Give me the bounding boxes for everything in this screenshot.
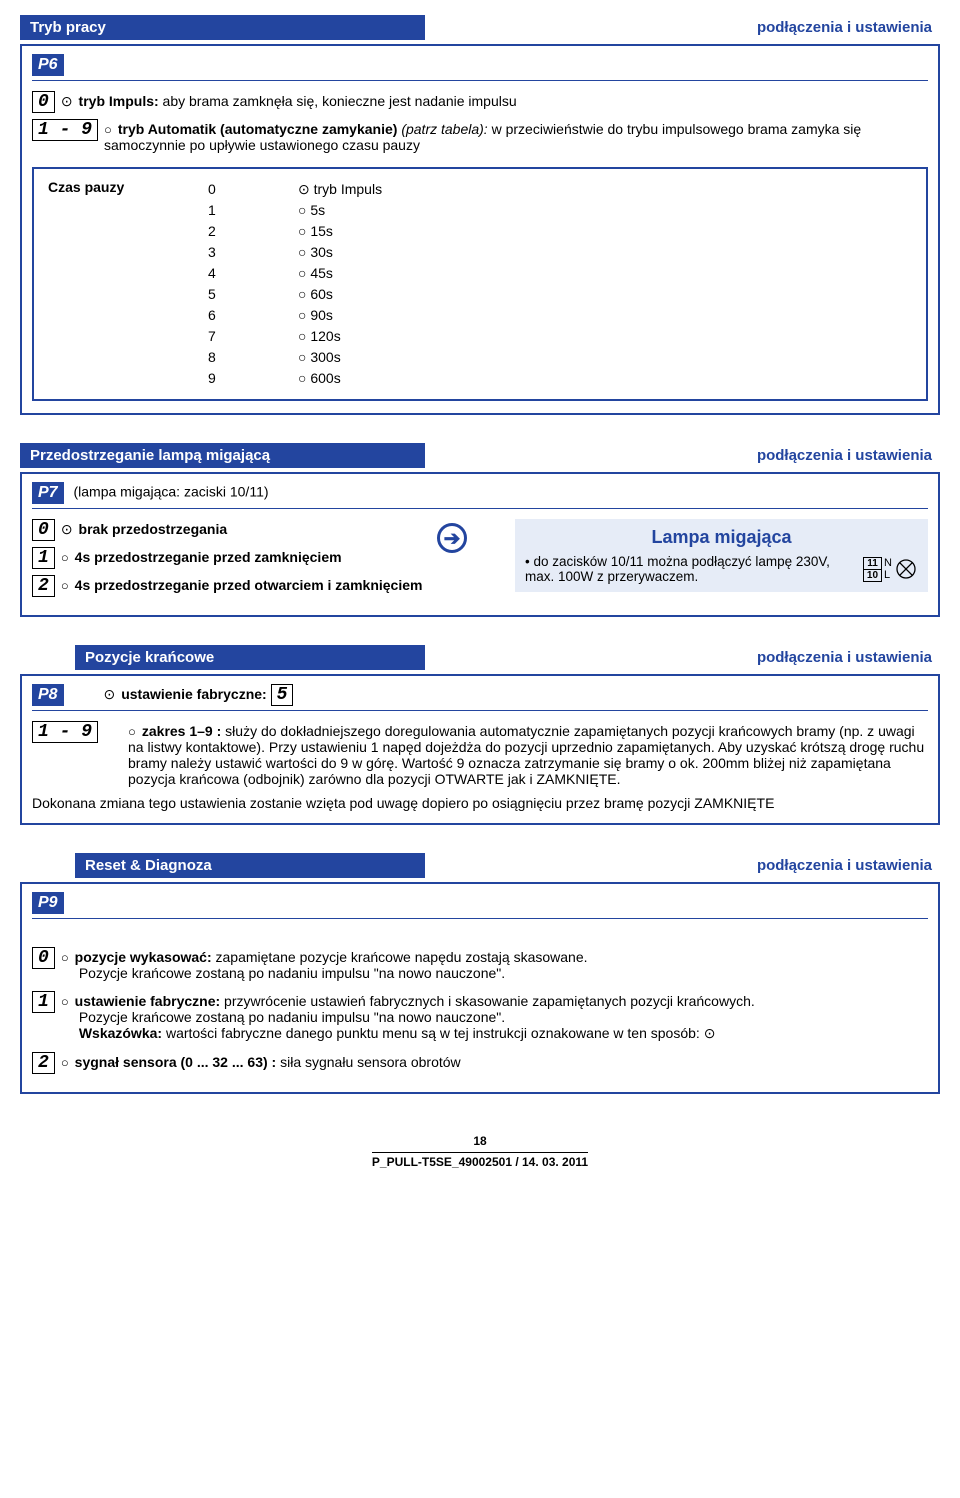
- terminal-n: N: [884, 557, 892, 569]
- p6-opt1-italic: (patrz tabela):: [397, 121, 487, 137]
- p9-opt0-text: zapamiętane pozycje krańcowe napędu zost…: [212, 949, 588, 965]
- p9-opt1-line2: Pozycje krańcowe zostaną po nadaniu impu…: [79, 1009, 928, 1025]
- pause-value: ○ 45s: [298, 263, 912, 284]
- p9-option-1: 1 ustawienie fabryczne: przywrócenie ust…: [32, 991, 928, 1042]
- p7-opt1: 4s przedostrzeganie przed zamknięciem: [75, 549, 342, 565]
- pause-code: 3: [208, 242, 298, 263]
- pause-code: 0: [208, 179, 298, 200]
- pause-values-col: ⊙ tryb Impuls○ 5s○ 15s○ 30s○ 45s○ 60s○ 9…: [298, 179, 912, 389]
- p7-option-2: 2 4s przedostrzeganie przed otwarciem i …: [32, 575, 445, 597]
- lampa-info-panel: Lampa migająca • do zacisków 10/11 można…: [515, 519, 928, 592]
- pause-code: 6: [208, 305, 298, 326]
- p7-option-1: 1 4s przedostrzeganie przed zamknięciem: [32, 547, 445, 569]
- p9-opt0-bold: pozycje wykasować:: [75, 949, 212, 965]
- pause-value: ○ 30s: [298, 242, 912, 263]
- section-subtitle: podłączenia i ustawienia: [425, 853, 940, 878]
- section-subtitle: podłączenia i ustawienia: [425, 15, 940, 40]
- p9-hint: wartości fabryczne danego punktu menu są…: [162, 1025, 715, 1041]
- terminal-diagram: 11 10: [863, 557, 882, 582]
- p6-opt0-text: aby brama zamknęła się, konieczne jest n…: [159, 93, 517, 109]
- p7-opt2: 4s przedostrzeganie przed otwarciem i za…: [75, 577, 423, 593]
- section-subtitle: podłączenia i ustawienia: [425, 443, 940, 468]
- lamp-icon: [894, 557, 918, 581]
- info-title: Lampa migająca: [525, 527, 918, 548]
- pause-time-table: Czas pauzy 0123456789 ⊙ tryb Impuls○ 5s○…: [32, 167, 928, 401]
- p7-opt0: brak przedostrzegania: [79, 521, 228, 537]
- range-text: służy do dokładniejszego doregulowania a…: [128, 723, 924, 787]
- pause-code: 5: [208, 284, 298, 305]
- section-p9-box: P9 0 pozycje wykasować: zapamiętane pozy…: [20, 882, 940, 1094]
- p9-opt2-bold: sygnał sensora (0 ... 32 ... 63) :: [75, 1054, 277, 1070]
- p6-opt0-bold: tryb Impuls:: [79, 93, 159, 109]
- lcd-2: 2: [32, 1052, 55, 1074]
- arrow-right-icon: ➔: [437, 523, 467, 553]
- section-header-pozycje: Pozycje krańcowe podłączenia i ustawieni…: [75, 645, 940, 670]
- section-title: Reset & Diagnoza: [75, 853, 425, 878]
- pause-code: 4: [208, 263, 298, 284]
- p7-code: P7: [32, 482, 64, 504]
- pause-codes-col: 0123456789: [208, 179, 298, 389]
- lcd-1: 1: [32, 547, 55, 569]
- pause-code: 9: [208, 368, 298, 389]
- terminal-l: L: [884, 569, 892, 581]
- section-subtitle: podłączenia i ustawienia: [425, 645, 940, 670]
- p8-range: 1 - 9 zakres 1–9 : służy do dokładniejsz…: [32, 721, 928, 787]
- p6-option-1-9: 1 - 9 tryb Automatik (automatyczne zamyk…: [32, 119, 928, 153]
- p9-opt1-text: przywrócenie ustawień fabrycznych i skas…: [220, 993, 755, 1009]
- lcd-0: 0: [32, 947, 55, 969]
- lcd-1-9: 1 - 9: [32, 721, 98, 743]
- pause-value: ○ 600s: [298, 368, 912, 389]
- section-title: Przedostrzeganie lampą migającą: [20, 443, 425, 468]
- section-p8-box: P8 ustawienie fabryczne: 5 1 - 9 zakres …: [20, 674, 940, 825]
- p9-option-0: 0 pozycje wykasować: zapamiętane pozycje…: [32, 947, 928, 981]
- section-title: Tryb pracy: [20, 15, 425, 40]
- p6-option-0: 0 tryb Impuls: aby brama zamknęła się, k…: [32, 91, 928, 113]
- section-header-przedostrzeganie: Przedostrzeganie lampą migającą podłącze…: [20, 443, 940, 468]
- range-bold: zakres 1–9 :: [142, 723, 221, 739]
- pause-value: ○ 300s: [298, 347, 912, 368]
- pause-label: Czas pauzy: [48, 179, 208, 389]
- terminal-11: 11: [864, 558, 881, 570]
- section-header-tryb-pracy: Tryb pracy podłączenia i ustawienia: [20, 15, 940, 40]
- factory-label: ustawienie fabryczne:: [121, 686, 267, 702]
- p6-code: P6: [32, 54, 64, 76]
- section-p7-box: P7 (lampa migająca: zaciski 10/11) 0 bra…: [20, 472, 940, 617]
- pause-value: ○ 5s: [298, 200, 912, 221]
- p8-note: Dokonana zmiana tego ustawienia zostanie…: [32, 795, 928, 811]
- p9-opt0-line2: Pozycje krańcowe zostaną po nadaniu impu…: [79, 965, 928, 981]
- p9-opt2-text: siła sygnału sensora obrotów: [276, 1054, 460, 1070]
- info-text: do zacisków 10/11 można podłączyć lampę …: [525, 554, 830, 584]
- pause-value: ○ 15s: [298, 221, 912, 242]
- section-title: Pozycje krańcowe: [75, 645, 425, 670]
- p6-opt1-bold: tryb Automatik (automatyczne zamykanie): [118, 121, 398, 137]
- pause-code: 2: [208, 221, 298, 242]
- pause-value: ○ 60s: [298, 284, 912, 305]
- p9-opt1-bold: ustawienie fabryczne:: [75, 993, 221, 1009]
- p9-option-2: 2 sygnał sensora (0 ... 32 ... 63) : sił…: [32, 1052, 928, 1074]
- pause-value: ○ 90s: [298, 305, 912, 326]
- p8-code: P8: [32, 684, 64, 706]
- lcd-1: 1: [32, 991, 55, 1013]
- p9-code: P9: [32, 892, 64, 914]
- pause-value: ○ 120s: [298, 326, 912, 347]
- lcd-0: 0: [32, 519, 55, 541]
- terminal-10: 10: [864, 570, 881, 581]
- p7-caption: (lampa migająca: zaciski 10/11): [73, 484, 268, 500]
- footer: 18 P_PULL-T5SE_49002501 / 14. 03. 2011: [20, 1134, 940, 1169]
- lcd-1-9: 1 - 9: [32, 119, 98, 141]
- pause-code: 7: [208, 326, 298, 347]
- pause-code: 8: [208, 347, 298, 368]
- pause-value: ⊙ tryb Impuls: [298, 179, 912, 200]
- factory-value: 5: [271, 684, 294, 706]
- page-number: 18: [20, 1134, 940, 1148]
- lcd-2: 2: [32, 575, 55, 597]
- section-header-reset: Reset & Diagnoza podłączenia i ustawieni…: [75, 853, 940, 878]
- lcd-0: 0: [32, 91, 55, 113]
- p9-hint-bold: Wskazówka:: [79, 1025, 162, 1041]
- p7-option-0: 0 brak przedostrzegania: [32, 519, 445, 541]
- pause-code: 1: [208, 200, 298, 221]
- doc-code: P_PULL-T5SE_49002501 / 14. 03. 2011: [372, 1152, 588, 1169]
- section-p6-box: P6 0 tryb Impuls: aby brama zamknęła się…: [20, 44, 940, 415]
